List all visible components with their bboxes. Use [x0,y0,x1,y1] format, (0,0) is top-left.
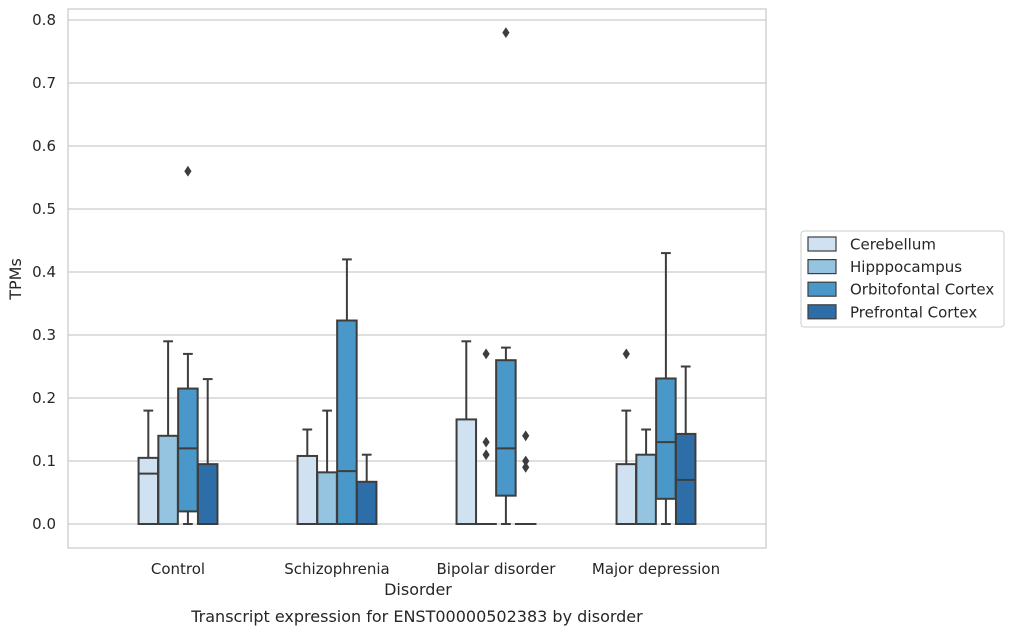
legend: Cerebellum Hipppocampus Orbitofontal Corte… [800,230,1005,328]
y-tick-label: 0.3 [32,326,56,344]
outlier-point [502,27,510,38]
legend-frame [800,230,1005,328]
legend-swatch [807,304,837,320]
box-body [355,480,378,526]
y-tick-labels: 0.0 0.1 0.2 0.3 0.4 0.5 0.6 0.7 0.8 [32,11,56,533]
box-body [336,319,358,526]
y-tick-label: 0.4 [32,263,56,281]
box-0-1 [296,428,319,525]
box-body [495,359,517,497]
x-tick-label: Control [151,560,205,578]
y-tick-label: 0.6 [32,137,56,155]
box-1-3 [635,428,657,526]
x-tick-label: Schizophrenia [284,560,389,578]
box-1-2 [475,348,497,526]
box-body [296,454,319,525]
box-3-3 [674,365,697,525]
outlier-point [522,461,530,473]
box-body [177,387,199,513]
legend-label: Prefrontal Cortex [850,303,977,321]
outlier-point [184,165,192,177]
x-tick-label: Major depression [592,560,720,578]
box-body [615,463,638,525]
box-body [455,418,478,526]
legend-label: Cerebellum [850,236,936,254]
box-body [157,434,179,525]
chart-caption: Transcript expression for ENST0000050238… [190,607,643,626]
legend-label: Hipppocampus [850,258,962,276]
outlier-point [522,430,530,442]
y-tick-label: 0.8 [32,11,56,29]
x-tick-labels: Control Schizophrenia Bipolar disorder Majo… [151,560,720,578]
box-1-0 [157,340,179,525]
y-axis-title: TPMs [6,258,25,301]
y-tick-label: 0.1 [32,452,56,470]
outlier-point [622,348,630,360]
box-body [196,463,219,525]
box-2-3 [655,252,677,525]
outlier-point [482,436,490,448]
box-3-1 [355,453,378,526]
outlier-point [482,449,490,461]
box-1-1 [316,409,338,525]
legend-swatch [807,281,837,297]
box-2-1 [336,258,358,526]
y-tick-label: 0.0 [32,515,56,533]
y-tick-label: 0.2 [32,389,56,407]
outlier-point [482,348,490,360]
box-3-0 [196,378,219,525]
box-0-2 [455,340,478,526]
box-3-2 [514,430,537,526]
plot-frame [67,8,767,549]
box-body [137,456,160,526]
box-body [316,471,338,525]
x-axis-title: Disorder [384,580,452,599]
legend-swatch [807,236,837,252]
y-tick-label: 0.7 [32,74,56,92]
box-0-0 [137,409,160,526]
x-tick-label: Bipolar disorder [437,560,557,578]
outlier-point [522,455,530,467]
box-body [635,453,657,526]
legend-swatch [807,259,837,275]
box-body [655,377,677,500]
y-tick-label: 0.5 [32,200,56,218]
boxes [137,27,697,526]
box-2-0 [177,165,199,525]
legend-label: Orbitofontal Cortex [850,281,994,299]
box-0-3 [615,348,638,525]
box-2-2 [495,27,517,525]
